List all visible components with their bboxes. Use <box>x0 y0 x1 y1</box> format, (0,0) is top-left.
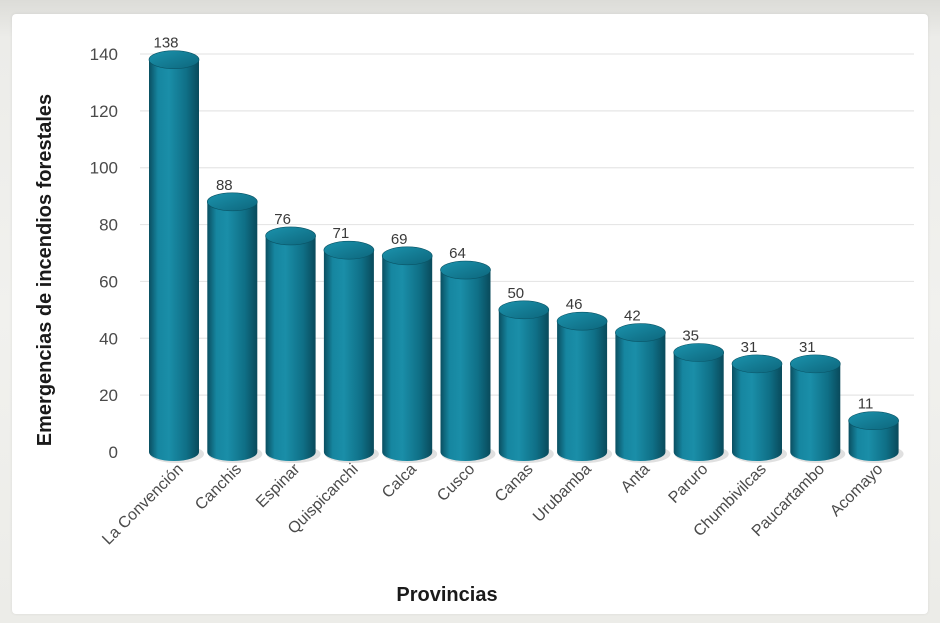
bar-top <box>207 192 258 212</box>
bar <box>615 323 671 463</box>
data-label: 46 <box>566 296 583 313</box>
bar-top <box>556 311 608 331</box>
bar <box>148 50 204 463</box>
bar-body <box>557 321 608 461</box>
y-axis-ticks: 0 20 40 60 80 100 120 140 <box>90 45 118 462</box>
data-label: 31 <box>799 339 816 356</box>
x-tick-label: Canchis <box>192 461 245 514</box>
bar-top <box>731 354 783 374</box>
bar <box>789 354 846 463</box>
bar-body <box>732 363 782 461</box>
data-label: 50 <box>507 285 524 302</box>
bar-body <box>149 59 199 461</box>
bar-top <box>381 246 433 266</box>
y-tick-label: 40 <box>99 329 118 348</box>
bar <box>673 343 729 463</box>
bar-body <box>323 250 374 461</box>
x-tick-label: La Convención <box>99 461 187 549</box>
bar <box>381 246 438 463</box>
data-label: 35 <box>682 328 699 345</box>
bar-top <box>148 50 200 69</box>
y-tick-label: 80 <box>99 216 118 235</box>
y-tick-label: 120 <box>90 102 118 121</box>
bar-top <box>265 226 316 246</box>
data-label: 64 <box>449 245 466 262</box>
bar-top <box>848 411 899 431</box>
data-label: 69 <box>391 231 408 248</box>
x-tick-label: Calca <box>379 461 420 502</box>
bar-body <box>615 332 666 461</box>
y-tick-label: 20 <box>99 386 118 405</box>
bar-body <box>382 255 433 461</box>
bar-top <box>440 260 491 280</box>
x-tick-label: Canas <box>492 461 537 506</box>
data-label: 42 <box>624 308 641 325</box>
bar-body <box>673 352 724 461</box>
data-labels: 138 88 76 71 69 64 50 46 42 35 31 31 11 <box>153 35 873 413</box>
bar-body <box>265 235 316 461</box>
data-label: 11 <box>858 396 874 413</box>
data-label: 76 <box>274 211 291 228</box>
bar <box>556 311 613 463</box>
bar <box>731 354 787 463</box>
bar-top <box>673 343 725 362</box>
x-axis-title: Provincias <box>396 584 497 606</box>
bar-body <box>440 270 491 461</box>
bar-top <box>323 240 375 260</box>
bar <box>265 226 321 463</box>
x-tick-label: Urubamba <box>530 461 595 526</box>
bar <box>440 260 496 463</box>
y-tick-label: 140 <box>90 45 118 64</box>
bar <box>323 240 379 463</box>
y-axis-title: Emergencias de incendios forestales <box>34 94 56 446</box>
bar <box>848 411 904 463</box>
data-label: 71 <box>333 225 350 242</box>
bar <box>498 300 554 463</box>
x-tick-label: Acomayo <box>827 461 886 520</box>
bar <box>207 192 263 463</box>
bar-body <box>207 201 258 461</box>
bar-top <box>498 300 550 320</box>
x-tick-label: Cusco <box>434 461 478 505</box>
bar-top <box>615 323 666 342</box>
bar-top <box>789 354 841 374</box>
x-tick-label: Anta <box>618 461 653 496</box>
y-tick-label: 0 <box>109 443 118 462</box>
data-label: 138 <box>153 35 178 52</box>
x-tick-label: Espinar <box>253 460 304 511</box>
data-label: 88 <box>216 177 233 194</box>
y-tick-label: 60 <box>99 272 118 291</box>
y-tick-label: 100 <box>90 159 118 178</box>
x-tick-label: Paruro <box>666 461 712 507</box>
bar-body <box>848 420 899 461</box>
bars <box>148 50 904 463</box>
bar-body <box>790 363 841 461</box>
data-label: 31 <box>741 339 758 356</box>
bar-body <box>498 309 549 461</box>
